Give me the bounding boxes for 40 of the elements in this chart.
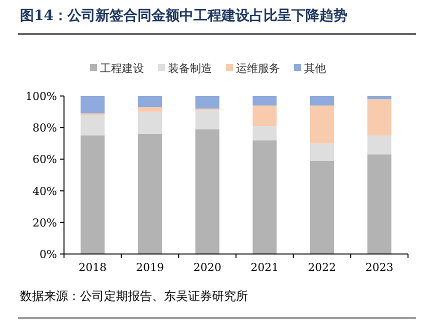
- y-tick-label: 40%: [32, 184, 57, 198]
- x-tick-label: 2020: [193, 261, 222, 274]
- bar: [367, 136, 392, 154]
- y-tick-label: 0%: [40, 248, 57, 261]
- bar: [310, 105, 334, 144]
- bar: [195, 96, 220, 109]
- y-tick-label: 60%: [32, 153, 57, 166]
- source-note: 数据来源：公司定期报告、东吴证券研究所: [20, 289, 248, 303]
- y-tick-label: 20%: [32, 216, 57, 230]
- x-tick-label: 2018: [78, 261, 107, 274]
- legend-label: 其他: [304, 62, 326, 75]
- bar: [138, 107, 162, 112]
- legend-label: 工程建设: [100, 62, 144, 75]
- bar: [138, 112, 162, 134]
- x-tick-label: 2022: [308, 261, 336, 274]
- bar: [367, 154, 392, 254]
- chart-title: 图14：公司新签合同金额中工程建设占比呈下降趋势: [20, 7, 348, 24]
- legend-label: 运维服务: [236, 62, 280, 75]
- bar: [80, 136, 105, 254]
- bar: [195, 110, 220, 130]
- legend-label: 装备制造: [168, 62, 212, 75]
- x-tick-label: 2023: [365, 261, 394, 274]
- bar: [310, 143, 334, 161]
- bar: [252, 126, 277, 140]
- y-tick-label: 80%: [32, 122, 57, 135]
- bar: [138, 96, 162, 108]
- bar: [138, 134, 162, 254]
- bar: [310, 96, 334, 106]
- bar: [252, 96, 277, 106]
- bar: [80, 114, 105, 136]
- bar: [367, 99, 392, 136]
- bar: [80, 96, 105, 114]
- bar: [195, 129, 220, 254]
- bar: [367, 96, 392, 100]
- y-tick-label: 100%: [26, 90, 57, 103]
- bar: [252, 140, 277, 254]
- bar: [310, 160, 334, 254]
- bar: [252, 105, 277, 126]
- x-tick-label: 2021: [250, 261, 279, 274]
- x-tick-label: 2019: [136, 261, 164, 274]
